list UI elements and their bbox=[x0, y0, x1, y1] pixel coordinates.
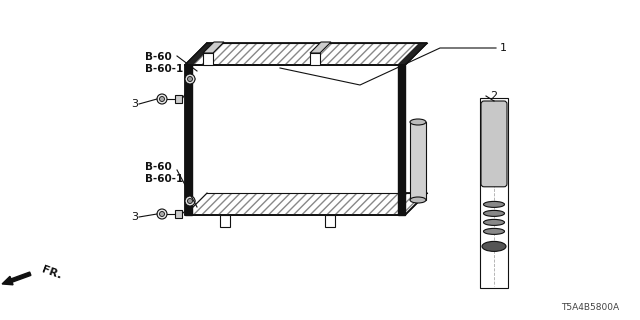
Bar bbox=[480, 98, 508, 288]
Text: T5A4B5800A: T5A4B5800A bbox=[561, 303, 619, 312]
Text: FR.: FR. bbox=[40, 264, 63, 281]
Circle shape bbox=[157, 209, 167, 219]
Polygon shape bbox=[398, 43, 427, 65]
FancyArrow shape bbox=[2, 272, 31, 285]
Circle shape bbox=[188, 198, 193, 204]
Bar bbox=[410, 122, 426, 200]
Ellipse shape bbox=[483, 228, 504, 235]
Ellipse shape bbox=[410, 119, 426, 125]
Polygon shape bbox=[185, 193, 427, 215]
Text: 3: 3 bbox=[131, 212, 138, 222]
Polygon shape bbox=[185, 65, 192, 215]
Polygon shape bbox=[398, 65, 405, 215]
Ellipse shape bbox=[483, 211, 504, 216]
Polygon shape bbox=[192, 67, 398, 213]
Polygon shape bbox=[185, 43, 427, 65]
Polygon shape bbox=[220, 215, 230, 227]
Text: 1: 1 bbox=[500, 43, 507, 53]
Text: B-60
B-60-1: B-60 B-60-1 bbox=[145, 162, 183, 184]
Polygon shape bbox=[203, 42, 224, 53]
Ellipse shape bbox=[483, 201, 504, 207]
Circle shape bbox=[157, 94, 167, 104]
Circle shape bbox=[188, 76, 193, 82]
Circle shape bbox=[159, 97, 164, 101]
Bar bbox=[175, 95, 182, 103]
Bar bbox=[175, 210, 182, 218]
Text: B-60
B-60-1: B-60 B-60-1 bbox=[145, 52, 183, 75]
Polygon shape bbox=[185, 43, 214, 65]
Polygon shape bbox=[310, 53, 320, 65]
Text: 3: 3 bbox=[131, 99, 138, 109]
Text: 2: 2 bbox=[490, 91, 497, 101]
Polygon shape bbox=[185, 65, 405, 215]
Ellipse shape bbox=[482, 241, 506, 252]
FancyBboxPatch shape bbox=[481, 101, 507, 187]
Polygon shape bbox=[203, 53, 213, 65]
Circle shape bbox=[185, 196, 195, 206]
Ellipse shape bbox=[410, 197, 426, 203]
Ellipse shape bbox=[483, 220, 504, 225]
Polygon shape bbox=[310, 42, 331, 53]
Circle shape bbox=[185, 74, 195, 84]
Circle shape bbox=[159, 212, 164, 217]
Polygon shape bbox=[325, 215, 335, 227]
